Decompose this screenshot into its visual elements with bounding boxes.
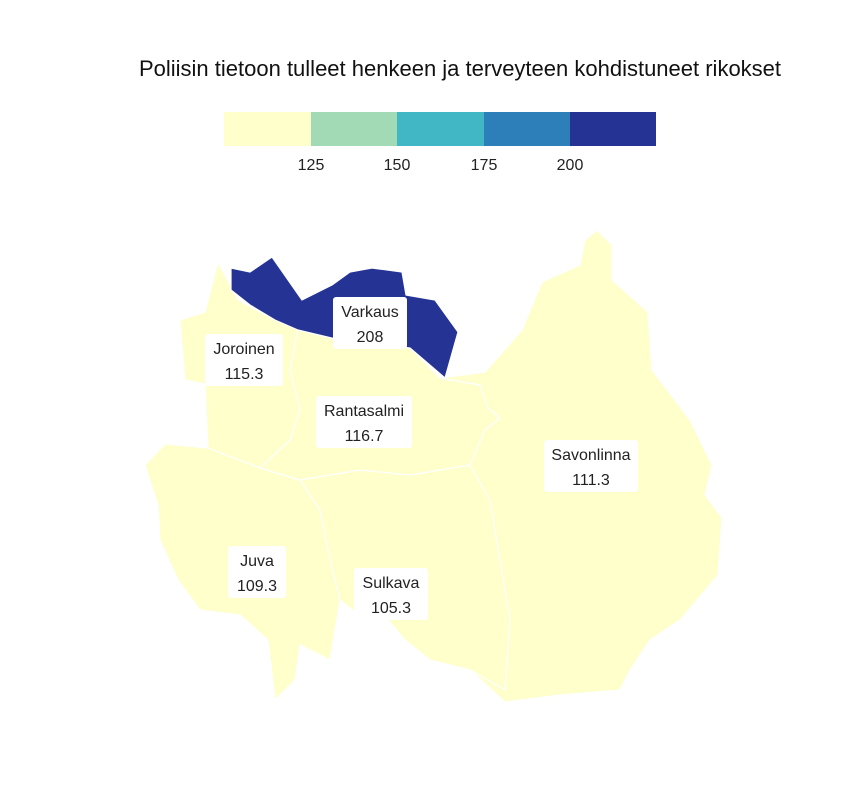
map-title: Poliisin tietoon tulleet henkeen ja terv…	[138, 56, 782, 81]
legend-swatch-3	[397, 112, 484, 146]
legend-swatch-5	[570, 112, 656, 146]
legend-swatch-4	[484, 112, 570, 146]
label-juva-value: 109.3	[237, 578, 277, 595]
region-labels: Varkaus 208 Joroinen 115.3 Rantasalmi 11…	[205, 297, 638, 620]
label-joroinen-name: Joroinen	[213, 341, 274, 358]
legend-tick-2: 150	[384, 157, 411, 174]
label-juva-name: Juva	[240, 553, 274, 570]
legend-swatch-2	[311, 112, 397, 146]
label-savonlinna-name: Savonlinna	[551, 447, 630, 464]
label-varkaus-value: 208	[357, 329, 384, 346]
label-joroinen-value: 115.3	[225, 366, 264, 383]
label-rantasalmi-name: Rantasalmi	[324, 403, 404, 420]
legend-swatch-1	[224, 112, 311, 146]
label-sulkava-name: Sulkava	[363, 575, 420, 592]
legend-tick-4: 200	[557, 157, 584, 174]
color-legend: 125 150 175 200	[224, 112, 656, 174]
label-sulkava-value: 105.3	[371, 600, 411, 617]
label-varkaus-name: Varkaus	[341, 304, 399, 321]
legend-tick-3: 175	[471, 157, 498, 174]
label-savonlinna-value: 111.3	[572, 472, 610, 489]
legend-tick-1: 125	[298, 157, 325, 174]
label-rantasalmi-value: 116.7	[345, 428, 384, 445]
